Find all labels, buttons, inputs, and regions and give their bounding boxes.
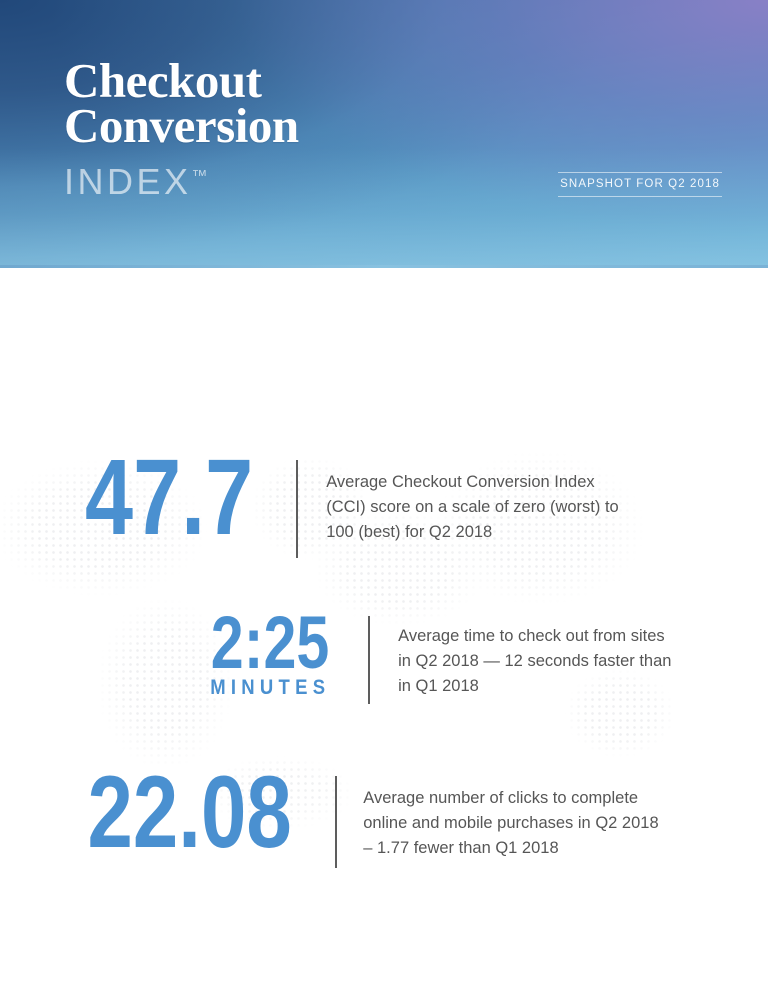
stat-block: 47.7 Average Checkout Conversion Index (…	[64, 436, 619, 558]
stat-value: 2:25	[210, 601, 330, 684]
stat-description: Average number of clicks to complete onl…	[363, 789, 659, 857]
title-line-2: Conversion	[64, 98, 299, 153]
stat-value-group: 22.08	[62, 755, 317, 869]
brand-wordmark: Checkout Conversion INDEX™	[64, 53, 484, 201]
stat-value: 22.08	[87, 755, 292, 869]
snapshot-badge: SNAPSHOT FOR Q2 2018	[558, 172, 722, 197]
stat-value-group: 47.7	[64, 436, 274, 557]
index-word: INDEX	[64, 161, 192, 202]
stat-divider	[296, 460, 299, 558]
snapshot-label: SNAPSHOT FOR Q2 2018	[560, 178, 720, 190]
trademark-symbol: ™	[191, 168, 208, 185]
stat-description: Average Checkout Conversion Index (CCI) …	[326, 473, 619, 541]
stat-block: 22.08 Average number of clicks to comple…	[62, 755, 659, 869]
stat-description: Average time to check out from sites in …	[398, 627, 672, 695]
stat-divider	[335, 776, 338, 868]
title-line-3: INDEX™	[64, 158, 484, 201]
header-banner: Checkout Conversion INDEX™ SNAPSHOT FOR …	[0, 0, 768, 268]
stat-value: 47.7	[85, 436, 254, 557]
stat-block: 2:25 MINUTES Average time to check out f…	[196, 601, 672, 704]
stat-unit-label: MINUTES	[209, 676, 331, 700]
stat-divider	[368, 616, 371, 704]
stat-value-group: 2:25 MINUTES	[196, 601, 344, 700]
title-line-1: Checkout	[64, 53, 262, 108]
